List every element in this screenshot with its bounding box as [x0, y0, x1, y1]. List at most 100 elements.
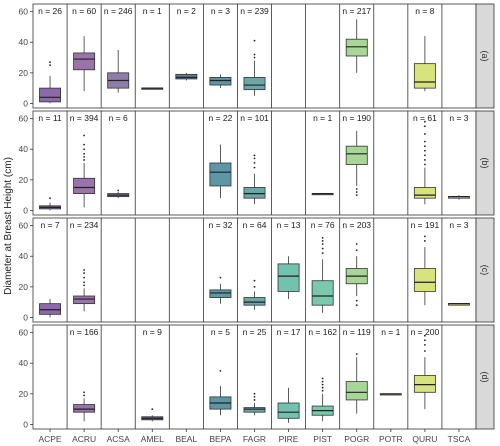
- outlier-point: [355, 188, 358, 190]
- outlier-point: [83, 269, 86, 271]
- outlier-point: [253, 56, 256, 59]
- outlier-point: [423, 334, 426, 337]
- sample-size-label: n = 1: [381, 327, 400, 337]
- outlier-point: [83, 143, 86, 146]
- x-tick-label: PIRE: [279, 434, 299, 444]
- x-tick-label: ACPE: [38, 434, 61, 444]
- outlier-point: [83, 391, 86, 394]
- outlier-point: [423, 159, 426, 161]
- sample-size-label: n = 60: [72, 6, 96, 16]
- sample-size-label: n = 3: [211, 6, 230, 16]
- outlier-point: [423, 235, 426, 238]
- sample-size-label: n = 166: [70, 327, 99, 337]
- outlier-point: [423, 125, 426, 128]
- outlier-point: [321, 389, 324, 392]
- outlier-point: [117, 189, 120, 192]
- x-tick-label: AMEL: [141, 434, 164, 444]
- outlier-point: [83, 284, 86, 287]
- outlier-point: [253, 279, 256, 282]
- sample-size-label: n = 61: [413, 113, 437, 123]
- box: [39, 87, 62, 103]
- sample-size-label: n = 234: [70, 220, 99, 230]
- box: [243, 187, 266, 199]
- box: [209, 77, 232, 86]
- sample-size-label: n = 3: [449, 220, 468, 230]
- outlier-point: [253, 166, 256, 169]
- x-tick-label: POTR: [379, 434, 403, 444]
- outlier-point: [83, 155, 86, 158]
- box: [73, 295, 96, 305]
- x-tick-label: PIST: [313, 434, 332, 444]
- x-tick-label: FAGR: [243, 434, 266, 444]
- strip-label: (c): [480, 265, 490, 276]
- outlier-point: [321, 386, 324, 389]
- outlier-point: [423, 350, 426, 352]
- outlier-point: [355, 191, 358, 193]
- sample-size-label: n = 9: [143, 327, 162, 337]
- box: [243, 407, 266, 413]
- strip-label: (a): [480, 51, 490, 62]
- sample-size-label: n = 7: [40, 220, 59, 230]
- outlier-point: [151, 408, 154, 411]
- outlier-point: [49, 61, 51, 64]
- sample-size-label: n = 2: [177, 6, 196, 16]
- panel: (a) 0 20 40 60 n = 26 n = 60 n = 246 n = 1 n = 2 n…: [19, 3, 495, 109]
- panel: (c) 0 20 40 60 n = 7 n = 234 n = 32 n = 64 n = 13…: [19, 217, 495, 322]
- outlier-point: [253, 53, 256, 56]
- box: [73, 177, 96, 194]
- x-tick-label: ACRU: [72, 434, 96, 444]
- box: [345, 145, 368, 165]
- outlier-point: [423, 145, 426, 148]
- strip-background: [475, 110, 495, 216]
- box: [311, 280, 334, 306]
- y-tick-label: 40: [19, 358, 29, 368]
- sample-size-label: n = 3: [449, 113, 468, 123]
- outlier-point: [83, 276, 86, 279]
- outlier-point: [355, 299, 358, 302]
- outlier-point: [253, 392, 256, 395]
- outlier-point: [355, 304, 358, 307]
- outlier-point: [83, 152, 86, 155]
- outlier-point: [355, 194, 358, 197]
- outlier-point: [423, 149, 426, 152]
- sample-size-label: n = 239: [240, 6, 269, 16]
- outlier-point: [253, 157, 256, 160]
- outlier-point: [49, 64, 51, 67]
- box: [413, 187, 436, 199]
- sample-size-label: n = 191: [411, 220, 440, 230]
- sample-size-label: n = 203: [342, 220, 371, 230]
- y-tick-label: 0: [23, 419, 28, 429]
- outlier-point: [83, 148, 86, 151]
- outlier-point: [321, 240, 324, 242]
- sample-size-label: n = 76: [311, 220, 335, 230]
- outlier-point: [83, 281, 86, 284]
- outlier-point: [83, 272, 86, 274]
- sample-size-label: n = 25: [243, 327, 267, 337]
- y-tick-label: 20: [19, 389, 29, 399]
- outlier-point: [253, 285, 256, 288]
- y-tick-label: 40: [19, 251, 29, 261]
- outlier-point: [355, 243, 358, 245]
- box: [243, 297, 266, 306]
- y-axis-label: Diameter at Breast Height (cm): [3, 157, 14, 295]
- box: [413, 63, 436, 89]
- sample-size-label: n = 17: [277, 327, 301, 337]
- sample-size-label: n = 119: [343, 327, 371, 337]
- strip-background: [475, 3, 495, 109]
- y-tick-label: 40: [19, 37, 29, 47]
- box: [209, 289, 232, 298]
- sample-size-label: n = 246: [104, 6, 133, 16]
- outlier-point: [423, 339, 426, 342]
- x-tick-label: POGR: [344, 434, 369, 444]
- y-tick-label: 0: [23, 98, 28, 108]
- y-tick-label: 0: [23, 205, 28, 215]
- outlier-point: [219, 276, 222, 279]
- outlier-point: [423, 133, 426, 135]
- sample-size-label: n = 11: [38, 113, 62, 123]
- y-tick-label: 0: [23, 312, 28, 322]
- box: [277, 263, 300, 292]
- outlier-point: [253, 395, 256, 398]
- strip-label: (b): [480, 158, 490, 169]
- outlier-point: [321, 236, 324, 239]
- outlier-point: [49, 197, 51, 200]
